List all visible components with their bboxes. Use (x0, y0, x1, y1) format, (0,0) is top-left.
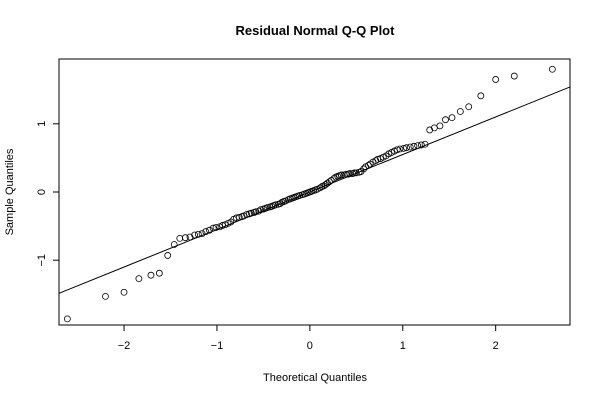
data-point (330, 174, 338, 182)
chart-title: Residual Normal Q-Q Plot (236, 23, 396, 38)
data-point (410, 142, 418, 150)
data-point (417, 141, 425, 149)
data-point (325, 178, 333, 186)
x-tick-label: 2 (493, 340, 499, 352)
data-point (448, 114, 456, 122)
data-point (360, 165, 368, 173)
data-point (364, 161, 372, 169)
data-point (351, 169, 358, 177)
x-tick-label: −2 (118, 340, 131, 352)
data-point (492, 76, 500, 83)
data-point (102, 292, 109, 300)
data-point (120, 288, 128, 296)
data-point (338, 171, 345, 179)
data-point (477, 92, 485, 100)
y-tick-label: −1 (36, 254, 48, 267)
data-point (548, 65, 556, 73)
data-point (456, 108, 464, 115)
points-layer (63, 65, 556, 323)
data-point (510, 72, 518, 80)
data-point (372, 157, 380, 165)
data-point (212, 224, 220, 231)
data-point (247, 209, 255, 217)
y-tick-label: 1 (36, 121, 48, 127)
data-point (181, 234, 189, 242)
data-point (426, 126, 434, 134)
x-tick-label: −1 (211, 340, 224, 352)
data-point (257, 206, 265, 214)
data-point (352, 169, 360, 177)
data-point (155, 269, 163, 277)
data-point (406, 143, 414, 151)
data-point (393, 146, 401, 154)
data-point (209, 224, 217, 232)
data-point (186, 233, 194, 241)
data-point (414, 142, 422, 150)
data-point (396, 145, 404, 153)
y-axis: −1 0 1 (36, 121, 59, 267)
data-point (176, 234, 184, 242)
data-point (296, 192, 304, 199)
data-point (252, 208, 260, 216)
data-point (164, 252, 172, 259)
y-tick-label: 0 (36, 189, 48, 195)
data-point (346, 170, 354, 177)
data-point (63, 315, 71, 323)
data-point (263, 204, 271, 212)
data-point (436, 122, 444, 130)
data-point (255, 207, 263, 215)
data-point (421, 140, 429, 148)
data-point (191, 231, 199, 239)
data-point (342, 170, 350, 178)
data-point (235, 213, 243, 221)
data-point (170, 241, 178, 248)
data-point (135, 275, 143, 283)
data-point (206, 226, 213, 234)
data-point (276, 200, 284, 207)
x-tick-label: 0 (307, 340, 313, 352)
y-axis-label: Sample Quantiles (4, 148, 16, 235)
data-point (316, 184, 324, 192)
data-point (243, 211, 251, 218)
data-point (442, 116, 449, 124)
data-point (194, 230, 202, 238)
data-point (202, 228, 210, 235)
x-tick-label: 1 (400, 340, 406, 352)
data-point (198, 230, 206, 238)
data-point (465, 103, 473, 111)
data-point (147, 271, 155, 279)
data-point (400, 144, 408, 152)
data-point (272, 201, 279, 209)
x-axis-label: Theoretical Quantiles (263, 372, 367, 384)
x-axis: −2 −1 0 1 2 (118, 325, 499, 352)
data-point (403, 144, 410, 152)
